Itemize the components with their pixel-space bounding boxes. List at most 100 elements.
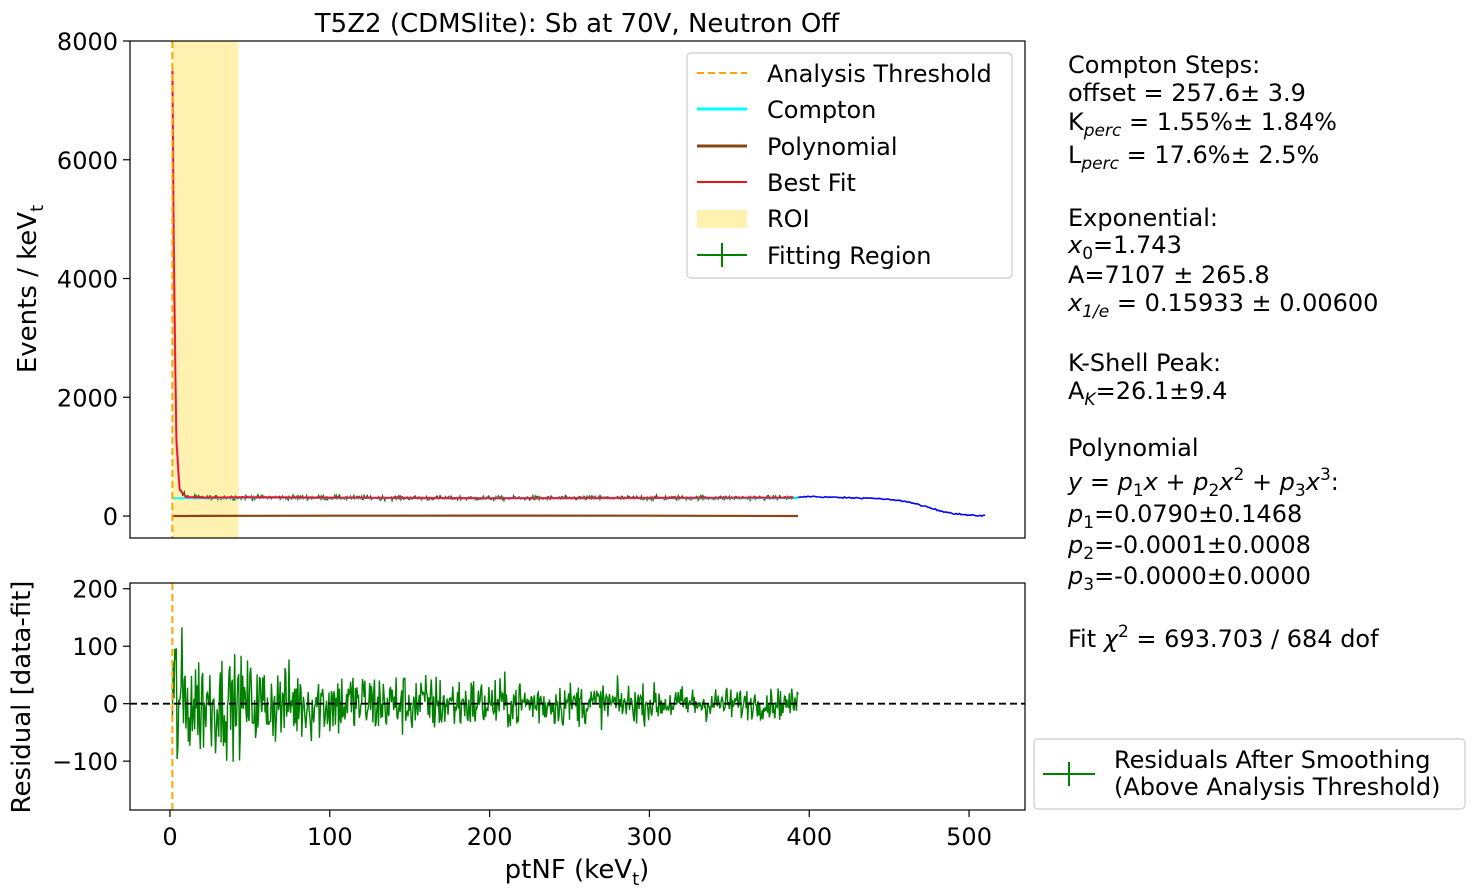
polynomial-heading: Polynomial — [1068, 434, 1199, 462]
poly-eq-k: : — [1331, 468, 1339, 496]
bottom-legend-swatch — [1043, 762, 1095, 786]
compton-offset: offset = 257.6± 3.9 — [1068, 79, 1306, 107]
top-axes-frame — [129, 40, 1026, 539]
poly-p2: p2=-0.0001±0.0008 — [1067, 531, 1311, 564]
bottom-legend: Residuals After Smoothing (Above Analysi… — [1033, 738, 1466, 810]
fit-chi2: Fit χ2 = 693.703 / 684 dof — [1068, 622, 1379, 653]
top-y-ticks: 0 2000 4000 6000 8000 — [57, 28, 130, 531]
fit-results-annotation: Compton Steps: offset = 257.6± 3.9 Kperc… — [1067, 51, 1379, 653]
lperc-main: L — [1068, 141, 1082, 169]
ak-sub: K — [1084, 390, 1097, 410]
poly-eq-d: 2 — [1208, 481, 1219, 501]
legend-roi-swatch — [697, 210, 747, 228]
kperc-sub: perc — [1083, 121, 1122, 141]
compton-kperc: Kperc = 1.55%± 1.84% — [1068, 108, 1337, 141]
lperc-sub: perc — [1080, 154, 1119, 174]
roi-band — [172, 41, 239, 538]
kperc-main: K — [1068, 108, 1085, 136]
residuals-line — [171, 627, 799, 762]
x0-sub: 0 — [1082, 244, 1093, 264]
x-label-close: ) — [639, 855, 649, 885]
exponential-x0: x0=1.743 — [1067, 231, 1182, 264]
p1-value: =0.0790±0.1468 — [1094, 500, 1302, 528]
legend-fitting-label: Fitting Region — [767, 242, 931, 270]
bottom-x-axis-label: ptNF (keVt) — [505, 855, 650, 890]
bottom-ytick-label: 200 — [72, 576, 118, 604]
x0-main: x — [1067, 231, 1083, 259]
legend-fitting-swatch — [697, 243, 747, 267]
p2-main: p — [1067, 531, 1083, 559]
p3-main: p — [1067, 562, 1083, 590]
data-spectrum-line — [798, 495, 985, 518]
kshell-heading: K-Shell Peak: — [1068, 349, 1221, 377]
x-label-sub: t — [632, 869, 639, 890]
ak-value: =26.1±9.4 — [1096, 377, 1228, 405]
top-ytick-label: 2000 — [57, 384, 118, 412]
legend-box — [686, 52, 1013, 279]
bottom-x-ticks: 0 100 200 300 400 500 — [162, 810, 992, 851]
bottom-y-ticks: −100 0 100 200 — [52, 576, 130, 776]
poly-p3: p3=-0.0000±0.0000 — [1067, 562, 1311, 595]
bottom-plot-marks — [130, 583, 1025, 810]
top-ytick-label: 6000 — [57, 147, 118, 175]
bottom-xtick-label: 200 — [467, 823, 513, 851]
bottom-legend-box — [1033, 738, 1466, 810]
chi-value: = 693.703 / 684 dof — [1129, 625, 1379, 653]
bottom-xtick-label: 500 — [946, 823, 992, 851]
kperc-value: = 1.55%± 1.84% — [1121, 108, 1337, 136]
bottom-xtick-label: 300 — [627, 823, 673, 851]
top-y-label-main: Events / keV — [13, 212, 43, 373]
bottom-ytick-label: 100 — [72, 633, 118, 661]
poly-eq-j: 3 — [1320, 465, 1331, 485]
p2-sub: 2 — [1083, 544, 1094, 564]
bottom-xtick-label: 0 — [162, 823, 177, 851]
bottom-xtick-label: 100 — [307, 823, 353, 851]
kshell-amplitude: AK=26.1±9.4 — [1068, 377, 1227, 410]
bottom-axes-frame — [129, 582, 1026, 811]
poly-eq-b: 1 — [1133, 481, 1144, 501]
top-ytick-label: 8000 — [57, 28, 118, 56]
best-fit-line — [171, 70, 794, 499]
exponential-heading: Exponential: — [1068, 204, 1218, 232]
lperc-value: = 17.6%± 2.5% — [1119, 141, 1319, 169]
polynomial-equation: y = p1x + p2x2 + p3x3: — [1067, 465, 1339, 501]
compton-lperc: Lperc = 17.6%± 2.5% — [1068, 141, 1319, 174]
bottom-y-axis-label: Residual [data-fit] — [7, 581, 37, 814]
legend-threshold-label: Analysis Threshold — [767, 60, 992, 88]
top-y-label-sub: t — [27, 205, 48, 212]
top-plot-panel: 0 2000 4000 6000 8000 T5Z2 (CDMSlite): Sb at… — [13, 9, 1026, 539]
chart-title: T5Z2 (CDMSlite): Sb at 70V, Neutron Off — [314, 9, 841, 39]
x-label-main: ptNF (keV — [505, 855, 633, 885]
top-plot-marks — [171, 41, 985, 538]
p1-main: p — [1067, 500, 1083, 528]
chi-symbol: χ — [1102, 625, 1119, 653]
legend-roi-label: ROI — [767, 205, 810, 233]
legend-polynomial-label: Polynomial — [767, 133, 898, 161]
poly-eq-h: 3 — [1295, 481, 1306, 501]
p3-value: =-0.0000±0.0000 — [1094, 562, 1311, 590]
poly-eq-a: y = p — [1067, 468, 1133, 496]
exponential-amplitude: A=7107 ± 265.8 — [1068, 261, 1270, 289]
poly-eq-g: + p — [1244, 468, 1295, 496]
ak-main: A — [1068, 377, 1085, 405]
top-legend: Analysis Threshold Compton Polynomial Be… — [686, 52, 1013, 279]
bottom-legend-line1: Residuals After Smoothing — [1114, 746, 1430, 774]
bottom-ytick-label: 0 — [103, 691, 118, 719]
bottom-plot-panel: −100 0 100 200 0 100 200 300 400 500 ptNF (keVt)… — [7, 576, 1026, 890]
poly-p1: p1=0.0790±0.1468 — [1067, 500, 1302, 533]
p1-sub: 1 — [1083, 513, 1094, 533]
poly-eq-c: x + p — [1143, 468, 1209, 496]
x1e-main: x — [1067, 289, 1083, 317]
poly-eq-f: 2 — [1233, 465, 1244, 485]
x0-value: =1.743 — [1093, 231, 1182, 259]
top-ytick-label: 0 — [103, 503, 118, 531]
chi-prefix: Fit — [1068, 625, 1104, 653]
p3-sub: 3 — [1083, 575, 1094, 595]
roi-rect — [172, 41, 239, 538]
bottom-xtick-label: 400 — [786, 823, 832, 851]
poly-eq-e: x — [1218, 468, 1234, 496]
exponential-x1e: x1/e = 0.15933 ± 0.00600 — [1067, 289, 1378, 322]
top-ytick-label: 4000 — [57, 266, 118, 294]
x1e-sub: 1/e — [1082, 302, 1109, 322]
